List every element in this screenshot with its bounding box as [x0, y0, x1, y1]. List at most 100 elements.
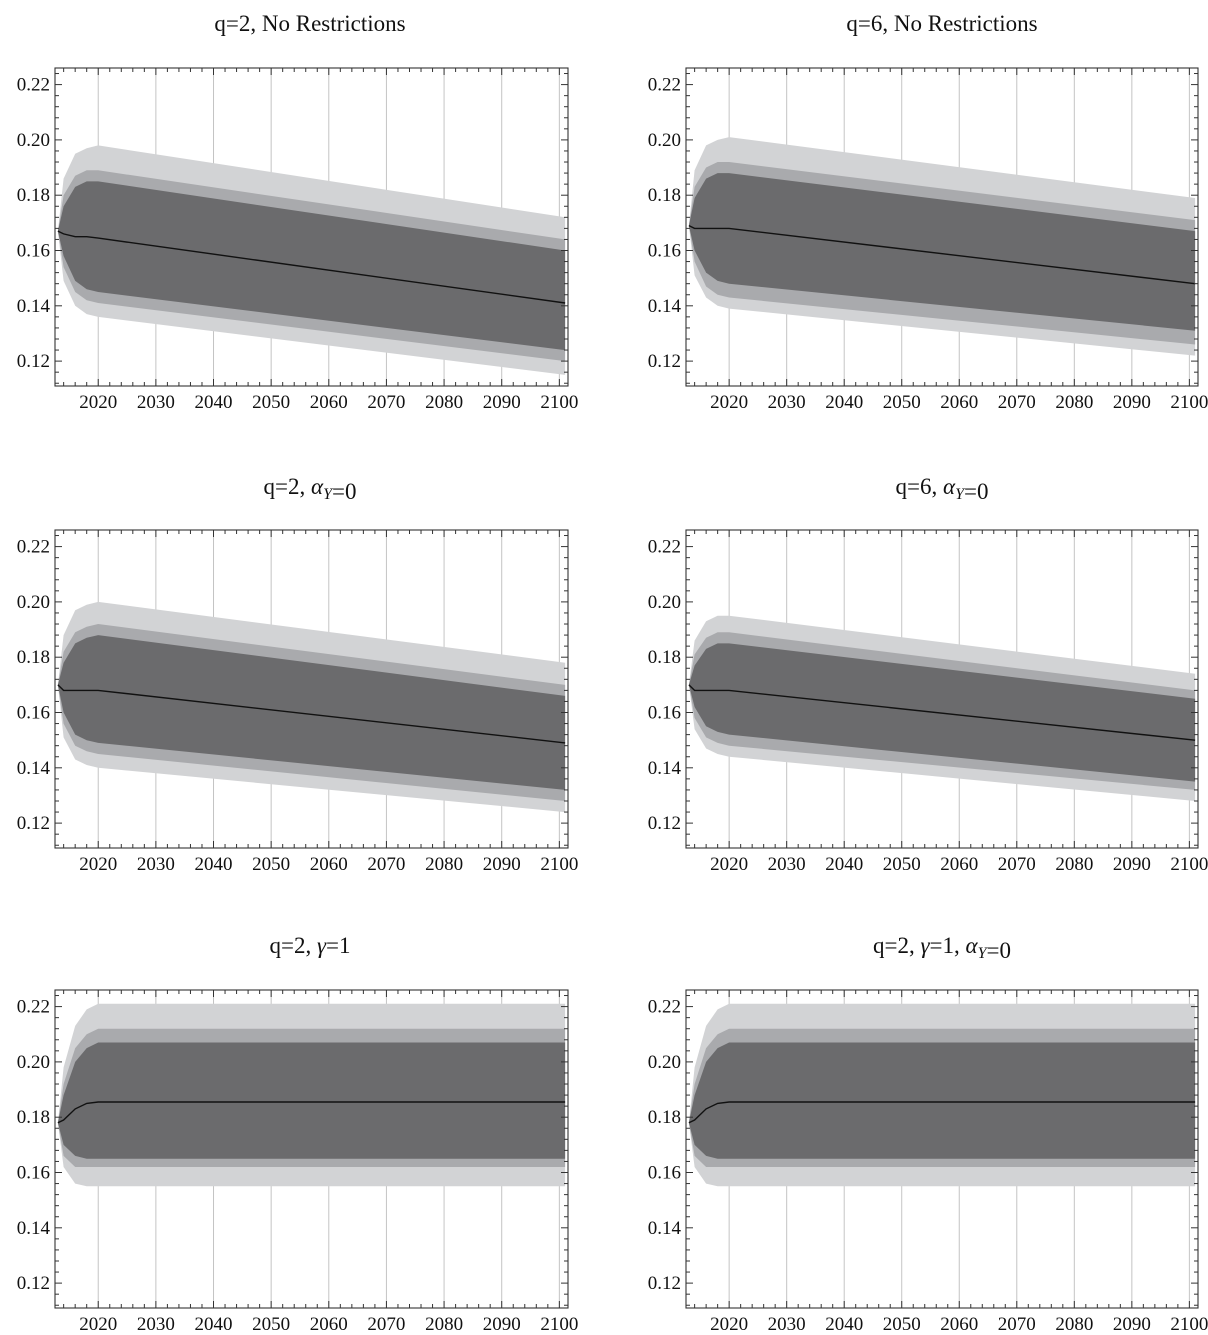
x-tick-label: 2100: [540, 854, 578, 875]
x-tick-label: 2050: [252, 1314, 290, 1335]
y-tick-label: 0.12: [648, 1273, 681, 1294]
y-tick-label: 0.18: [648, 647, 681, 668]
x-tick-label: 2050: [252, 392, 290, 413]
y-tick-label: 0.14: [17, 758, 51, 779]
chart-panel-1: 0.12 0.14 0.16 0.18 0.20 0.22 2020 2030 2040 2050…: [17, 11, 579, 413]
plot-frame: [54, 989, 569, 1309]
x-tick-label: 2020: [710, 392, 748, 413]
y-tick-label: 0.20: [17, 130, 50, 151]
plot-frame: [54, 529, 569, 849]
x-tick-label: 2030: [137, 1314, 175, 1335]
y-tick-label: 0.16: [17, 241, 50, 262]
x-tick-label: 2060: [940, 854, 978, 875]
band-inner: [57, 635, 566, 790]
x-tick-label: 2090: [483, 1314, 521, 1335]
x-tick-label: 2040: [825, 392, 863, 413]
x-tick-label: 2100: [1170, 854, 1208, 875]
plot-frame: [54, 67, 569, 387]
plot-frame: [685, 529, 1199, 849]
band-inner: [688, 1042, 1196, 1159]
chart-panel-4: 0.12 0.14 0.16 0.18 0.20 0.22 2020 2030 2040 2050…: [648, 474, 1208, 875]
y-tick-label: 0.20: [648, 592, 681, 613]
x-tick-label: 2100: [1170, 392, 1208, 413]
x-tick-label: 2030: [137, 854, 175, 875]
y-tick-label: 0.16: [17, 1163, 50, 1184]
x-tick-label: 2050: [883, 854, 921, 875]
chart-title: q=2, γ=1: [269, 933, 350, 958]
y-tick-label: 0.20: [648, 130, 681, 151]
median-line: [57, 684, 566, 744]
y-tick-label: 0.12: [17, 1273, 50, 1294]
y-tick-label: 0.22: [17, 997, 50, 1018]
x-tick-label: 2080: [425, 854, 463, 875]
x-tick-label: 2100: [540, 392, 578, 413]
x-tick-label: 2090: [483, 854, 521, 875]
x-tick-label: 2090: [1113, 854, 1151, 875]
y-tick-label: 0.16: [648, 241, 681, 262]
x-tick-label: 2070: [998, 854, 1036, 875]
x-tick-label: 2080: [1055, 854, 1093, 875]
median-line: [688, 684, 1196, 741]
y-tick-label: 0.14: [648, 1218, 682, 1239]
y-tick-label: 0.14: [17, 1218, 51, 1239]
median-line: [688, 224, 1196, 285]
y-tick-label: 0.20: [17, 592, 50, 613]
chart-panel-3: 0.12 0.14 0.16 0.18 0.20 0.22 2020 2030 2040 2050…: [17, 474, 579, 875]
x-tick-label: 2100: [1170, 1314, 1208, 1335]
y-tick-label: 0.22: [648, 75, 681, 96]
x-tick-label: 2050: [252, 854, 290, 875]
median-line: [57, 1101, 566, 1124]
y-tick-label: 0.12: [648, 351, 681, 372]
y-tick-label: 0.16: [17, 703, 50, 724]
x-tick-label: 2060: [310, 392, 348, 413]
x-tick-label: 2040: [195, 392, 233, 413]
y-tick-label: 0.20: [648, 1052, 681, 1073]
y-tick-label: 0.20: [17, 1052, 50, 1073]
chart-panel-5: 0.12 0.14 0.16 0.18 0.20 0.22 2020 2030 2040 2050…: [17, 933, 579, 1335]
y-tick-label: 0.22: [648, 537, 681, 558]
band-inner: [57, 1042, 566, 1159]
x-tick-label: 2060: [940, 1314, 978, 1335]
band-inner: [57, 181, 566, 351]
y-tick-label: 0.22: [648, 997, 681, 1018]
x-tick-label: 2020: [710, 1314, 748, 1335]
x-tick-label: 2040: [825, 1314, 863, 1335]
x-tick-label: 2090: [483, 392, 521, 413]
y-tick-label: 0.22: [17, 537, 50, 558]
x-tick-label: 2020: [79, 854, 117, 875]
x-tick-label: 2100: [540, 1314, 578, 1335]
x-tick-label: 2030: [768, 1314, 806, 1335]
y-tick-label: 0.12: [648, 813, 681, 834]
y-tick-label: 0.18: [17, 1107, 50, 1128]
y-tick-label: 0.18: [17, 185, 50, 206]
y-tick-label: 0.18: [17, 647, 50, 668]
median-line: [688, 1101, 1196, 1124]
chart-title: q=2, γ=1, αY=0: [873, 933, 1011, 963]
x-tick-label: 2080: [1055, 1314, 1093, 1335]
chart-panel-2: 0.12 0.14 0.16 0.18 0.20 0.22 2020 2030 2040 2050…: [648, 11, 1208, 413]
x-tick-label: 2030: [137, 392, 175, 413]
y-tick-label: 0.16: [648, 703, 681, 724]
x-tick-label: 2040: [195, 854, 233, 875]
x-tick-label: 2080: [425, 1314, 463, 1335]
x-tick-label: 2090: [1113, 1314, 1151, 1335]
x-tick-label: 2070: [998, 392, 1036, 413]
y-tick-label: 0.12: [17, 351, 50, 372]
x-tick-label: 2020: [79, 392, 117, 413]
x-tick-label: 2020: [710, 854, 748, 875]
y-tick-label: 0.14: [648, 296, 682, 317]
y-tick-label: 0.12: [17, 813, 50, 834]
x-tick-label: 2030: [768, 392, 806, 413]
x-tick-label: 2040: [195, 1314, 233, 1335]
plot-frame: [685, 989, 1199, 1309]
y-tick-label: 0.14: [648, 758, 682, 779]
x-tick-label: 2080: [1055, 392, 1093, 413]
x-tick-label: 2040: [825, 854, 863, 875]
band-inner: [688, 173, 1196, 331]
x-tick-label: 2050: [883, 1314, 921, 1335]
x-tick-label: 2080: [425, 392, 463, 413]
median-line: [57, 230, 566, 304]
x-tick-label: 2060: [310, 1314, 348, 1335]
y-tick-label: 0.16: [648, 1163, 681, 1184]
y-tick-label: 0.22: [17, 75, 50, 96]
